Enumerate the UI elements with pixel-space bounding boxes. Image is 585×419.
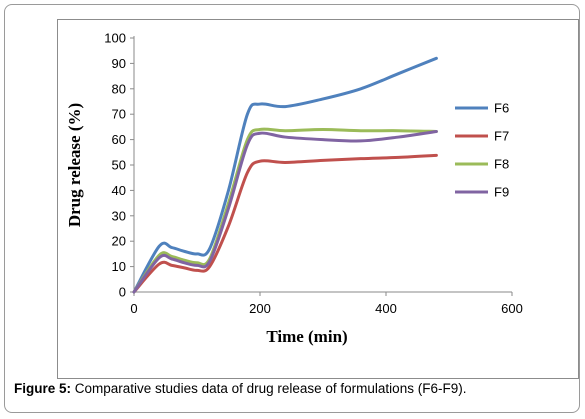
y-tick-label: 20 xyxy=(112,234,126,249)
x-tick-label: 0 xyxy=(130,301,137,316)
y-tick-label: 70 xyxy=(112,107,126,122)
figure-frame xyxy=(4,4,580,413)
legend-label-f6: F6 xyxy=(494,101,509,116)
y-tick-label: 100 xyxy=(104,31,126,46)
y-tick-label: 40 xyxy=(112,183,126,198)
legend-label-f9: F9 xyxy=(494,185,509,200)
series-line-f9 xyxy=(132,129,438,294)
x-tick-label: 200 xyxy=(249,301,271,316)
caption-text: Comparative studies data of drug release… xyxy=(71,381,467,396)
series-line-f6 xyxy=(132,56,438,294)
legend: F6 F7 F8 F9 xyxy=(455,101,509,200)
series-layer xyxy=(132,56,438,294)
y-tick-label: 90 xyxy=(112,56,126,71)
chart-area xyxy=(57,19,579,379)
legend-label-f8: F8 xyxy=(494,157,509,172)
figure-caption: Figure 5: Comparative studies data of dr… xyxy=(14,381,574,396)
y-tick-label: 0 xyxy=(119,285,126,300)
y-tick-label: 10 xyxy=(112,259,126,274)
axes: 0 10 20 30 40 50 60 70 80 90 100 0 200 400 600 xyxy=(104,31,523,317)
x-axis-title: Time (min) xyxy=(266,327,347,346)
y-tick-label: 60 xyxy=(112,132,126,147)
y-tick-label: 50 xyxy=(112,158,126,173)
x-tick-label: 400 xyxy=(375,301,397,316)
y-axis-title: Drug release (%) xyxy=(65,103,84,227)
legend-label-f7: F7 xyxy=(494,129,509,144)
x-tick-label: 600 xyxy=(501,301,523,316)
caption-label: Figure 5: xyxy=(14,381,72,396)
series-line-f7 xyxy=(132,153,438,294)
y-tick-label: 30 xyxy=(112,208,126,223)
y-tick-label: 80 xyxy=(112,81,126,96)
